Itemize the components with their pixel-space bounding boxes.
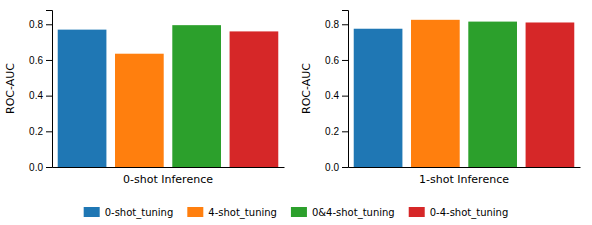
tick-label: 0.6 bbox=[325, 55, 339, 66]
bar bbox=[354, 29, 403, 167]
legend: 0-shot_tuning 4-shot_tuning 0&4-shot_tunin… bbox=[84, 207, 509, 219]
tick-label: 0.4 bbox=[29, 90, 43, 101]
axis-line bbox=[349, 167, 581, 168]
axis-line bbox=[53, 167, 285, 168]
tick: 0.4 bbox=[29, 90, 52, 101]
panel: 0.0 0.2 0.4 0.6 0.8 1-shot Inference ROC-AUC bbox=[300, 11, 581, 187]
tick: 0.8 bbox=[325, 19, 348, 30]
legend-swatch bbox=[187, 207, 203, 217]
tick-mark bbox=[46, 96, 52, 97]
x-axis bbox=[349, 167, 581, 168]
tick: 0.0 bbox=[325, 162, 348, 173]
tick-mark bbox=[342, 24, 348, 25]
bar bbox=[58, 30, 107, 167]
tick-mark bbox=[46, 167, 52, 168]
tick: 0.0 bbox=[29, 162, 52, 173]
legend-label: 0-shot_tuning bbox=[105, 207, 174, 219]
panel: 0.0 0.2 0.4 0.6 0.8 0-shot Inference ROC-AUC bbox=[4, 11, 285, 187]
tick-mark bbox=[342, 60, 348, 61]
tick: 0.4 bbox=[325, 90, 348, 101]
tick-label: 0.0 bbox=[29, 162, 43, 173]
bar bbox=[172, 25, 221, 167]
tick: 0.6 bbox=[29, 55, 52, 66]
legend-item: 0&4-shot_tuning bbox=[291, 207, 395, 219]
bar bbox=[468, 22, 517, 167]
bar bbox=[411, 20, 460, 167]
tick-label: 0.4 bbox=[325, 90, 339, 101]
y-axis: 0.0 0.2 0.4 0.6 0.8 bbox=[29, 11, 52, 173]
tick-label: 0.2 bbox=[325, 126, 339, 137]
tick: 0.8 bbox=[29, 19, 52, 30]
tick-label: 0.8 bbox=[325, 19, 339, 30]
legend-label: 0-4-shot_tuning bbox=[430, 207, 509, 219]
legend-item: 4-shot_tuning bbox=[187, 207, 277, 219]
tick-label: 0.0 bbox=[325, 162, 339, 173]
y-axis-title: ROC-AUC bbox=[300, 63, 313, 114]
tick-label: 0.6 bbox=[29, 55, 43, 66]
bar bbox=[115, 54, 164, 167]
tick-mark bbox=[342, 96, 348, 97]
tick: 0.6 bbox=[325, 55, 348, 66]
y-axis-title: ROC-AUC bbox=[4, 63, 17, 114]
axis-line bbox=[46, 11, 53, 168]
legend-swatch bbox=[409, 207, 425, 217]
legend-label: 0&4-shot_tuning bbox=[312, 207, 395, 219]
bars bbox=[354, 20, 575, 167]
category-label: 1-shot Inference bbox=[419, 173, 509, 186]
tick-label: 0.8 bbox=[29, 19, 43, 30]
legend-label: 4-shot_tuning bbox=[208, 207, 277, 219]
bar bbox=[230, 31, 279, 167]
tick-mark bbox=[342, 131, 348, 132]
y-axis: 0.0 0.2 0.4 0.6 0.8 bbox=[325, 11, 348, 173]
tick-mark bbox=[46, 60, 52, 61]
chart: 0.00.20.40.60.80-shot InferenceROC-AUC0.… bbox=[0, 0, 592, 225]
legend-swatch bbox=[84, 207, 100, 217]
tick-label: 0.2 bbox=[29, 126, 43, 137]
legend-swatch bbox=[291, 207, 307, 217]
bars bbox=[58, 25, 279, 167]
tick: 0.2 bbox=[29, 126, 52, 137]
legend-item: 0-shot_tuning bbox=[84, 207, 174, 219]
tick-mark bbox=[46, 24, 52, 25]
category-label: 0-shot Inference bbox=[123, 173, 213, 186]
bar bbox=[526, 22, 575, 167]
legend-item: 0-4-shot_tuning bbox=[409, 207, 509, 219]
tick: 0.2 bbox=[325, 126, 348, 137]
x-axis bbox=[53, 167, 285, 168]
axis-line bbox=[342, 11, 349, 168]
tick-mark bbox=[342, 167, 348, 168]
tick-mark bbox=[46, 131, 52, 132]
